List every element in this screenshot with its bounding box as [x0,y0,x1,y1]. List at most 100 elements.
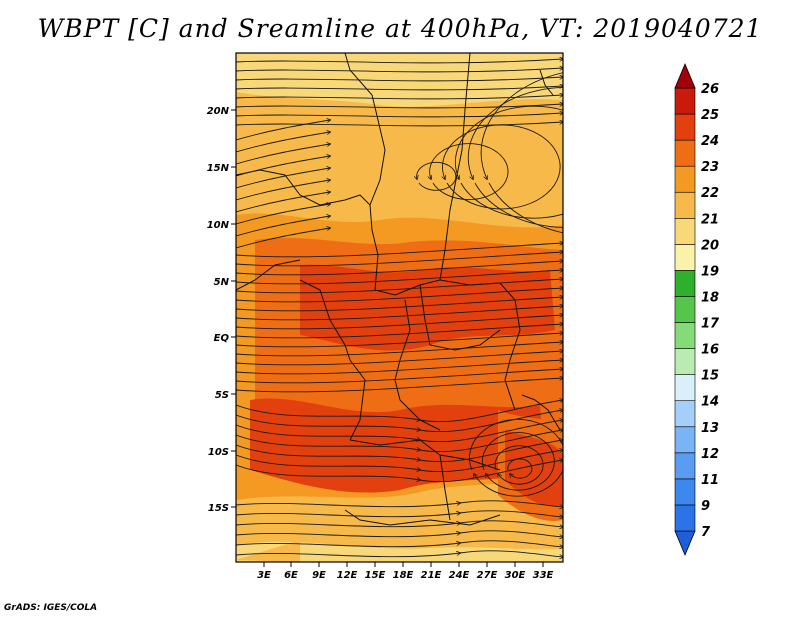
streamline [236,460,563,483]
colorbar-label: 24 [701,134,719,149]
streamline [236,530,563,537]
map-title: WBPT [C] and Sreamline at 400hPa, VT: 20… [37,14,763,43]
country-border [236,259,301,291]
lat-label: 5N [214,277,230,288]
country-border [236,169,371,206]
streamline [236,550,563,557]
streamline [236,315,563,330]
streamline [236,360,563,375]
colorbar-bin [674,426,696,454]
colorbar-lower-arrow [674,530,696,557]
streamline [236,228,330,249]
streamline [236,113,563,118]
colorbar-label: 14 [701,395,719,410]
streamline [236,204,330,225]
lon-label: 21E [421,570,442,581]
colorbar-label: 23 [701,160,719,175]
wbpt-contour-area [236,53,563,107]
lat-label: 20N [207,106,230,117]
streamline [454,105,563,219]
colorbar-label: 9 [701,499,710,514]
map-frame [235,52,564,563]
streamline [236,297,563,312]
streamline [236,122,563,127]
streamline [236,120,330,141]
colorbar-label: 26 [701,82,719,97]
lat-label: 15S [208,503,229,514]
lon-label: 30E [505,570,526,581]
streamline [430,143,509,201]
streamline [236,77,563,82]
lat-label: 15N [207,163,230,174]
map-panel [236,53,563,562]
colorbar-bin [674,374,696,402]
wbpt-contour-area [236,540,300,562]
wbpt-contour-area [300,264,555,351]
colorbar-bin [674,296,696,323]
colorbar-bin [674,270,696,297]
colorbar-bin [674,322,696,349]
streamline [236,520,563,527]
colorbar-bin [674,191,696,219]
streamline [236,168,330,189]
lat-label: 10S [208,447,229,458]
lon-label: 33E [533,570,554,581]
footer-credit: GrADS: IGES/COLA [4,603,98,613]
lat-label: 10N [207,220,230,231]
colorbar-label: 13 [701,421,719,436]
streamline [236,95,563,100]
streamline [236,351,563,366]
streamline [236,180,330,201]
colorbar-label: 11 [701,473,719,488]
streamline [236,156,330,177]
streamline [236,378,563,393]
lat-label: EQ [214,333,230,344]
colorbar-bin [674,504,696,532]
streamline [236,243,563,258]
streamline [236,144,330,165]
streamline [481,432,555,491]
lon-label: 24E [449,570,470,581]
colorbar-bin [674,165,696,193]
streamline [480,72,563,234]
streamline [236,270,563,285]
streamline [236,192,330,213]
lon-label: 12E [337,570,358,581]
lon-label: 6E [284,570,298,581]
streamline [236,333,563,348]
streamline [236,306,563,321]
country-border [344,53,386,291]
streamline [236,342,563,357]
colorbar-label: 15 [701,369,719,384]
colorbar-bin [674,400,696,428]
colorbar-label: 25 [701,108,719,123]
streamline [236,540,563,547]
streamline [236,288,563,303]
lon-label: 3E [257,570,271,581]
colorbar-upper-arrow [674,62,696,89]
streamline [467,87,563,228]
lon-label: 15E [365,570,386,581]
colorbar-bin [674,478,696,506]
country-border [419,284,501,351]
colorbar-label: 20 [701,238,719,253]
country-border [539,69,554,96]
streamline [236,132,330,153]
streamline [236,324,563,339]
lon-label: 9E [312,570,326,581]
streamline [236,279,563,294]
colorbar-bin [674,87,696,115]
colorbar-label: 21 [701,212,719,227]
streamline [236,500,563,507]
colorbar-label: 17 [701,317,720,332]
streamline [236,104,563,109]
streamline [417,161,457,191]
streamline [494,445,544,485]
lat-label: 5S [215,390,229,401]
map-axes: 20N 15N 10N 5N EQ 5S 10S 15S 3E 6E 9E 12E 15E 18E 21E 2… [207,106,554,581]
streamlines [236,59,563,557]
colorbar-bin [674,113,696,141]
colorbar-label: 22 [701,186,719,201]
colorbar-bin [674,244,696,271]
